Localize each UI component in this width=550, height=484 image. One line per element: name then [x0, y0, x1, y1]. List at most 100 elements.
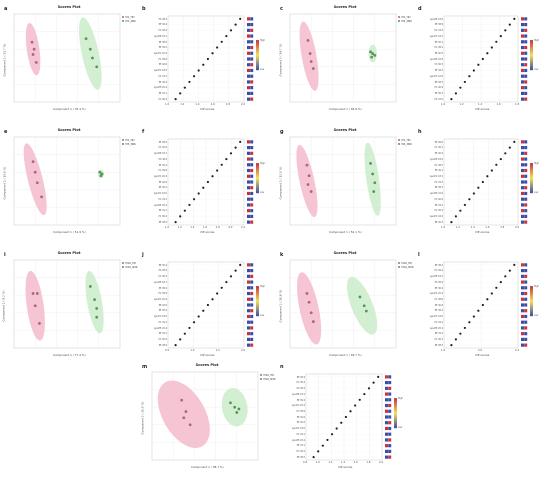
vip-point: [450, 344, 453, 347]
vip-point: [354, 404, 357, 407]
heat-cell: [247, 168, 250, 173]
x-tick-label: 2.0: [478, 349, 483, 352]
heat-cell: [250, 80, 254, 84]
heat-cell: [250, 180, 254, 184]
group1-point: [307, 174, 311, 178]
heat-cell: [247, 220, 250, 224]
legend-item: M3_N96: [122, 142, 136, 147]
x-tick-label: 1.4: [470, 226, 475, 229]
vip-point: [229, 29, 233, 32]
scores-title: Scores Plot: [333, 5, 357, 9]
heat-cell: [524, 45, 528, 50]
heat-cell: [250, 286, 254, 290]
heat-cell: [524, 80, 528, 84]
vip-point: [340, 421, 343, 424]
heat-cell: [250, 320, 254, 324]
group1-point: [306, 39, 310, 42]
vip-point: [197, 69, 200, 72]
vip-point: [188, 80, 191, 84]
feature-label: PE 36:2: [434, 309, 443, 313]
heat-cell: [524, 303, 528, 307]
legend-swatch: [122, 139, 125, 142]
heat-cell: [247, 151, 250, 155]
feature-label: PE 40:6: [158, 303, 167, 307]
feature-label: PS 38:4: [434, 280, 443, 284]
x-tick-label: 1.8: [366, 461, 371, 464]
feature-label: PC 34:1: [158, 197, 167, 201]
group2-point: [235, 411, 239, 414]
group2-ellipse: [346, 276, 378, 335]
legend-swatch: [122, 16, 125, 19]
feature-label: PE 36:3: [434, 220, 443, 224]
x-tick-label: 2.0: [228, 226, 233, 229]
vip-point: [179, 92, 182, 95]
heat-cell: [247, 80, 250, 84]
heat-cell: [247, 309, 250, 313]
colorbar: [256, 163, 259, 194]
group2-point: [95, 65, 99, 69]
heat-cell: [521, 174, 524, 178]
feature-label: LysoPC 18:1: [429, 34, 443, 38]
vip-point: [220, 286, 223, 289]
vip-point: [477, 309, 480, 312]
group1-point: [307, 300, 311, 304]
vip-point: [229, 275, 233, 278]
group1-ellipse: [296, 144, 318, 218]
x-tick-label: 1.4: [195, 103, 200, 106]
x-tick-label: 1.2: [180, 103, 185, 106]
legend: M1_HD M3_N96: [122, 139, 136, 146]
legend-swatch: [122, 142, 125, 145]
heat-cell: [250, 157, 254, 161]
x-tick-label: 1.4: [478, 103, 483, 106]
x-tick-label: 1.5: [215, 349, 220, 352]
feature-label: LysoPC 16:0: [429, 215, 443, 219]
feature-label: PE 38:3: [434, 80, 443, 84]
x-tick-label: 1.4: [341, 461, 346, 464]
heat-cell: [247, 97, 250, 101]
heat-cell: [250, 146, 254, 150]
vip-point: [499, 34, 502, 38]
heat-cell: [521, 332, 524, 336]
feature-label: LysoPE 18:1: [291, 392, 305, 396]
vip-point: [513, 140, 516, 143]
group2-point: [93, 298, 96, 301]
feature-label: PC 36:4: [158, 146, 167, 150]
colorbar-low-label: Low: [398, 426, 403, 430]
legend-label: M16_N96: [401, 265, 414, 269]
heat-cell: [524, 337, 528, 341]
heat-cell: [521, 68, 524, 73]
x-axis-label: Component 1 ( 77.4 %): [53, 353, 86, 357]
heat-cell: [524, 157, 528, 161]
vip-point: [234, 23, 237, 26]
feature-label: PE 36:4: [434, 286, 443, 290]
feature-label: PE 34:2: [434, 69, 443, 73]
group2-point: [369, 50, 372, 54]
colorbar-high-label: High: [398, 397, 404, 401]
feature-label: PE 40:6: [158, 63, 167, 67]
feature-label: LysoPE 18:1: [429, 275, 443, 279]
colorbar-high-label: High: [534, 285, 540, 289]
panel-letter: f: [142, 129, 145, 135]
heat-cell: [250, 140, 254, 144]
panel-letter: c: [280, 6, 283, 12]
heat-cell: [385, 375, 388, 379]
vip-point: [225, 280, 228, 284]
vip-point: [179, 338, 182, 341]
legend-label: M1_HD: [401, 16, 411, 20]
heat-cell: [385, 415, 388, 419]
vip-point: [179, 215, 182, 218]
heat-cell: [250, 40, 254, 44]
heat-cell: [524, 51, 528, 55]
scores-panel-a: a Scores Plot Component 1 ( 35.4 %) Compone…: [0, 2, 138, 120]
feature-label: PC 36:2: [158, 97, 167, 101]
heat-cell: [250, 91, 254, 95]
x-tick-label: 2.2: [241, 226, 246, 229]
heat-cell: [524, 57, 528, 61]
feature-label: PE 34:1: [158, 209, 167, 213]
y-axis-label: Component 2 ( 14.7 %): [278, 43, 283, 77]
feature-label: LysoPE 20:4: [153, 86, 167, 90]
heat-cell: [521, 314, 524, 319]
legend-item: M1_HD: [398, 139, 412, 143]
heat-cell: [250, 220, 254, 224]
heat-cell: [521, 80, 524, 84]
